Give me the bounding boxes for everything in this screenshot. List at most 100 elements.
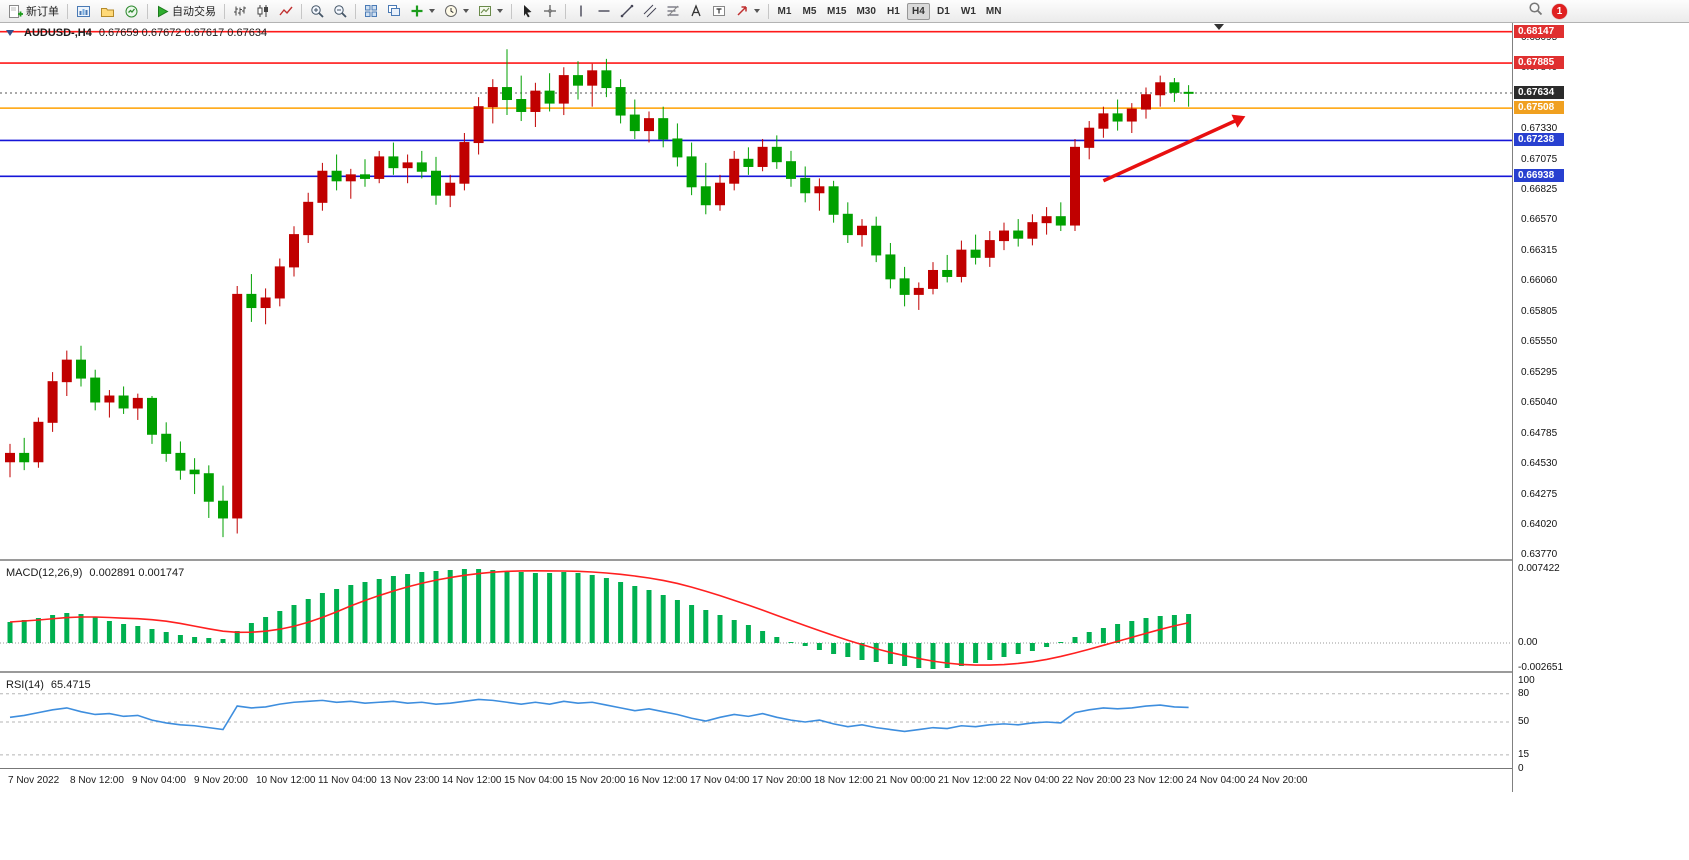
- price-tick: 0.63770: [1521, 549, 1558, 561]
- crosshair-icon: [543, 4, 557, 18]
- cascade-windows-icon: [387, 4, 401, 18]
- timeframe-button-M1[interactable]: M1: [777, 5, 792, 17]
- tile-windows-button[interactable]: [360, 2, 382, 21]
- toolbar-separator: [511, 3, 512, 19]
- price-line-badge: 0.67508: [1514, 101, 1564, 115]
- horizontal-line-button[interactable]: [593, 2, 615, 21]
- vertical-line-button[interactable]: [570, 2, 592, 21]
- time-label: 11 Nov 04:00: [318, 775, 377, 786]
- cascade-windows-button[interactable]: [383, 2, 405, 21]
- time-label: 22 Nov 04:00: [1000, 775, 1060, 786]
- crosshair-button[interactable]: [539, 2, 561, 21]
- zoom-in-button[interactable]: [306, 2, 328, 21]
- time-label: 17 Nov 04:00: [690, 775, 750, 786]
- time-label: 7 Nov 2022: [8, 775, 60, 786]
- chevron-down-icon: [429, 9, 435, 13]
- main-toolbar: 新订单 自动交易: [0, 0, 1689, 23]
- price-line-badge: 0.67885: [1514, 56, 1564, 70]
- line-chart-icon: [279, 4, 293, 18]
- time-label: 18 Nov 12:00: [814, 775, 874, 786]
- chevron-down-icon: [497, 9, 503, 13]
- time-label: 9 Nov 20:00: [194, 775, 248, 786]
- fibonacci-button[interactable]: [662, 2, 684, 21]
- price-tick: 0.64530: [1521, 458, 1558, 470]
- toolbar-separator: [224, 3, 225, 19]
- chart-window-icon: [76, 4, 91, 19]
- profiles-button[interactable]: [96, 2, 119, 21]
- chevron-down-icon: [463, 9, 469, 13]
- equidistant-channel-icon: [643, 4, 657, 18]
- price-axis[interactable]: 0.680950.678400.673300.670750.668250.665…: [1512, 23, 1689, 792]
- timeframe-toolbar: M1 M5 M15 M30 H1 H4 D1 W1 MN: [773, 2, 1005, 20]
- market-watch-button[interactable]: [120, 2, 143, 21]
- new-order-button[interactable]: 新订单: [4, 2, 63, 21]
- trendline-button[interactable]: [616, 2, 638, 21]
- time-label: 22 Nov 20:00: [1062, 775, 1122, 786]
- rsi-axis-label: 80: [1518, 687, 1530, 699]
- price-chart-panel[interactable]: AUDUSD-,H4 0.67659 0.67672 0.67617 0.676…: [0, 23, 1512, 561]
- time-label: 24 Nov 04:00: [1186, 775, 1246, 786]
- macd-values: 0.002891 0.001747: [89, 567, 185, 579]
- search-icon[interactable]: [1528, 1, 1543, 21]
- time-label: 8 Nov 12:00: [70, 775, 124, 786]
- timeframe-button-D1[interactable]: D1: [937, 5, 950, 17]
- price-tick: 0.65805: [1521, 305, 1558, 317]
- time-label: 16 Nov 12:00: [628, 775, 688, 786]
- timeframe-button-M30[interactable]: M30: [856, 5, 876, 17]
- time-label: 21 Nov 12:00: [938, 775, 998, 786]
- profiles-folder-icon: [100, 4, 115, 19]
- autotrade-play-icon: [156, 5, 169, 18]
- time-label: 21 Nov 00:00: [876, 775, 936, 786]
- arrow-objects-button[interactable]: [731, 2, 764, 21]
- candlestick-chart-button[interactable]: [252, 2, 274, 21]
- zoom-out-icon: [333, 4, 347, 18]
- notification-badge[interactable]: 1: [1552, 3, 1567, 19]
- line-chart-button[interactable]: [275, 2, 297, 21]
- symbol-title: AUDUSD-,H4: [24, 27, 92, 39]
- price-line-badge: 0.68147: [1514, 24, 1564, 38]
- text-button[interactable]: [685, 2, 707, 21]
- clock-icon: [444, 4, 458, 18]
- templates-button[interactable]: [474, 2, 507, 21]
- horizontal-line-icon: [597, 4, 611, 18]
- bar-chart-button[interactable]: [229, 2, 251, 21]
- price-tick: 0.65550: [1521, 336, 1558, 348]
- chart-shift-marker[interactable]: [1214, 24, 1224, 30]
- price-tick: 0.66060: [1521, 275, 1558, 287]
- rsi-panel[interactable]: RSI(14) 65.4715: [0, 675, 1512, 769]
- timeframe-button-M5[interactable]: M5: [802, 5, 817, 17]
- price-tick: 0.64020: [1521, 519, 1558, 531]
- rsi-axis-label: 15: [1518, 748, 1530, 760]
- arrow-object-icon: [735, 4, 749, 18]
- trendline-icon: [620, 4, 634, 18]
- periods-button[interactable]: [440, 2, 473, 21]
- rsi-name: RSI(14): [6, 679, 44, 691]
- timeframe-button-W1[interactable]: W1: [960, 5, 976, 17]
- autotrading-label: 自动交易: [172, 6, 216, 18]
- timeframe-button-MN[interactable]: MN: [985, 5, 1002, 17]
- chart-title: AUDUSD-,H4 0.67659 0.67672 0.67617 0.676…: [6, 27, 267, 39]
- zoom-out-button[interactable]: [329, 2, 351, 21]
- channel-button[interactable]: [639, 2, 661, 21]
- time-axis[interactable]: 7 Nov 2022 8 Nov 12:00 9 Nov 04:00 9 Nov 20…: [0, 770, 1512, 792]
- timeframe-button-M15[interactable]: M15: [827, 5, 847, 17]
- indicators-button[interactable]: [406, 2, 439, 21]
- text-label-button[interactable]: [708, 2, 730, 21]
- charts-button[interactable]: [72, 2, 95, 21]
- price-tick: 0.67330: [1521, 123, 1558, 135]
- autotrading-button[interactable]: 自动交易: [152, 2, 220, 21]
- cursor-button[interactable]: [516, 2, 538, 21]
- macd-panel[interactable]: MACD(12,26,9) 0.002891 0.001747: [0, 563, 1512, 673]
- timeframe-button-H4[interactable]: H4: [906, 2, 930, 20]
- template-icon: [478, 4, 492, 18]
- toolbar-separator: [67, 3, 68, 19]
- chevron-down-icon: [754, 9, 760, 13]
- timeframe-button-H1[interactable]: H1: [887, 5, 900, 17]
- time-label: 23 Nov 12:00: [1124, 775, 1184, 786]
- symbol-marker-icon: [6, 30, 14, 36]
- zoom-in-icon: [310, 4, 324, 18]
- price-tick: 0.66570: [1521, 214, 1558, 226]
- time-label: 24 Nov 20:00: [1248, 775, 1308, 786]
- rsi-axis-label: 50: [1518, 716, 1530, 727]
